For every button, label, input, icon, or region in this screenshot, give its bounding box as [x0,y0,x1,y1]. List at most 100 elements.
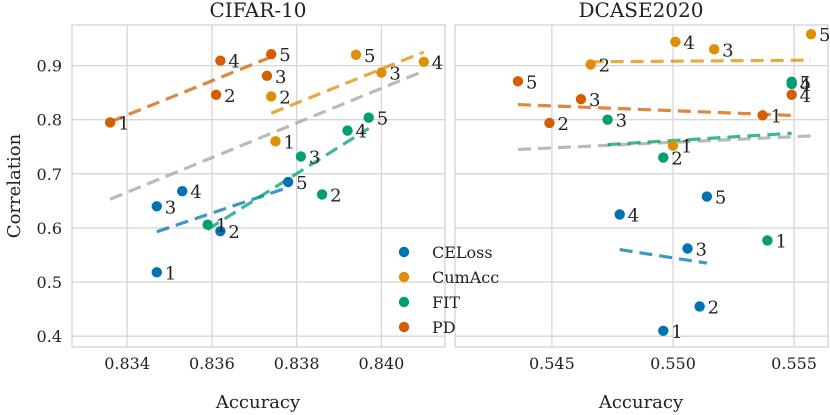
point-dcase2020-cumacc-3 [708,44,720,55]
point-label-dcase2020-pd-3: 3 [589,90,600,111]
point-cifar-10-cumacc-2 [266,91,277,102]
point-cifar-10-cumacc-3 [376,67,387,78]
frame-dcase2020 [454,24,829,348]
point-dcase2020-cumacc-2 [585,59,596,70]
point-cifar-10-cumacc-5 [350,49,362,60]
legend: CELoss CumAcc FIT PD [398,243,499,337]
point-cifar-10-celoss-2 [215,225,226,237]
point-cifar-10-fit-4 [342,125,353,136]
point-dcase2020-celoss-5 [701,191,713,202]
point-label-cifar-10-cumacc-1: 1 [283,132,294,153]
point-dcase2020-pd-4 [786,89,797,101]
y-tick-label-4: 0.8 [37,111,62,130]
point-label-dcase2020-celoss-5: 5 [715,188,726,209]
point-cifar-10-fit-2 [316,189,328,200]
point-dcase2020-fit-3 [602,114,613,125]
point-cifar-10-fit-3 [295,151,307,162]
grid-cifar10 [72,25,445,347]
point-dcase2020-celoss-3 [682,243,693,254]
point-label-cifar-10-pd-1: 1 [118,113,129,134]
point-dcase2020-celoss-2 [694,301,705,312]
point-label-dcase2020-fit-4: 4 [800,75,811,96]
fit-line-cifar-10-celoss [156,185,289,234]
x-tick-label-cifar-10-1: 0.836 [189,354,235,373]
x-ticks-cifar10: 0.834 0.836 0.838 0.840 [104,354,404,373]
point-label-cifar-10-fit-4: 4 [356,122,367,143]
point-label-dcase2020-cumacc-4: 4 [683,33,694,54]
point-cifar-10-cumacc-4 [418,56,430,67]
point-label-dcase2020-celoss-1: 1 [671,322,682,343]
point-label-dcase2020-cumacc-2: 2 [599,56,610,77]
point-cifar-10-celoss-1 [151,267,162,278]
point-label-cifar-10-cumacc-2: 2 [279,87,290,108]
x-axis-label-dcase2020: Accuracy [598,392,684,413]
point-label-dcase2020-celoss-4: 4 [628,205,639,226]
y-tick-label-5: 0.9 [37,57,62,76]
x-tick-label-dcase2020-0: 0.545 [529,354,575,373]
point-cifar-10-celoss-4 [177,185,188,197]
legend-marker-pd [398,321,410,333]
point-cifar-10-celoss-3 [151,201,162,212]
point-label-dcase2020-celoss-2: 2 [708,297,719,318]
legend-label-fit: FIT [432,293,460,312]
overall-fit-line-dcase2020 [517,134,812,152]
x-tick-label-cifar-10-2: 0.838 [274,354,320,373]
point-cifar-10-fit-5 [363,112,374,123]
x-axis-label-cifar10: Accuracy [215,392,301,413]
grid-dcase2020 [455,25,828,347]
point-cifar-10-pd-5 [266,49,277,60]
point-cifar-10-pd-4 [215,55,226,66]
y-tick-label-3: 0.7 [37,165,62,184]
point-cifar-10-celoss-5 [282,176,294,188]
legend-marker-celoss [398,246,410,258]
point-label-cifar-10-pd-4: 4 [228,52,239,73]
point-dcase2020-pd-1 [757,110,768,121]
point-cifar-10-fit-1 [202,219,213,230]
fit-line-dcase2020-celoss [619,248,708,265]
legend-marker-cumacc [398,271,410,283]
point-label-dcase2020-fit-5: 5 [800,73,811,94]
point-label-dcase2020-pd-2: 2 [557,114,568,135]
legend-label-pd: PD [432,318,456,337]
point-dcase2020-fit-1 [762,235,773,246]
legend-label-cumacc: CumAcc [432,268,499,287]
legend-marker-fit [398,296,410,308]
point-label-dcase2020-cumacc-3: 3 [722,40,733,61]
point-label-cifar-10-fit-2: 2 [330,185,341,206]
point-cifar-10-pd-3 [261,70,273,82]
point-label-cifar-10-pd-2: 2 [224,86,235,107]
point-label-dcase2020-celoss-3: 3 [696,240,707,261]
frame-cifar10 [71,24,446,348]
point-label-cifar-10-celoss-4: 4 [190,182,201,203]
fit-line-cifar-10-fit [206,127,370,231]
point-label-cifar-10-cumacc-4: 4 [432,53,443,74]
point-dcase2020-pd-2 [544,117,555,129]
panel-dcase2020: DCASE2020 Accuracy 0.545 0.550 0.555 12345… [454,0,830,413]
fit-line-dcase2020-cumacc [590,58,812,64]
point-cifar-10-pd-1 [104,117,116,128]
panel-cifar10: CIFAR-10 Accuracy 0.4 0.5 0.6 0.7 0.8 0.9 0.8… [37,0,446,413]
point-label-dcase2020-fit-2: 2 [671,149,682,170]
x-tick-label-cifar-10-0: 0.834 [104,354,150,373]
point-label-cifar-10-pd-3: 3 [275,67,286,88]
point-label-dcase2020-pd-5: 5 [526,72,537,93]
point-label-cifar-10-fit-5: 5 [377,109,388,130]
point-label-cifar-10-celoss-5: 5 [296,173,307,194]
point-label-dcase2020-cumacc-5: 5 [819,25,830,46]
point-cifar-10-cumacc-1 [270,136,281,147]
fit-lines-dcase2020 [517,58,812,265]
x-tick-label-dcase2020-1: 0.550 [650,354,696,373]
point-label-dcase2020-fit-3: 3 [616,111,627,132]
overall-fit-line-cifar-10 [109,69,425,201]
point-label-dcase2020-pd-1: 1 [771,106,782,127]
fit-lines-cifar10 [109,50,425,234]
point-cifar-10-pd-2 [210,89,222,101]
point-dcase2020-celoss-4 [614,209,625,220]
x-tick-label-dcase2020-2: 0.555 [771,354,817,373]
point-label-dcase2020-cumacc-1: 1 [681,137,692,158]
point-label-cifar-10-celoss-2: 2 [228,222,239,243]
y-tick-label-2: 0.6 [37,219,62,238]
